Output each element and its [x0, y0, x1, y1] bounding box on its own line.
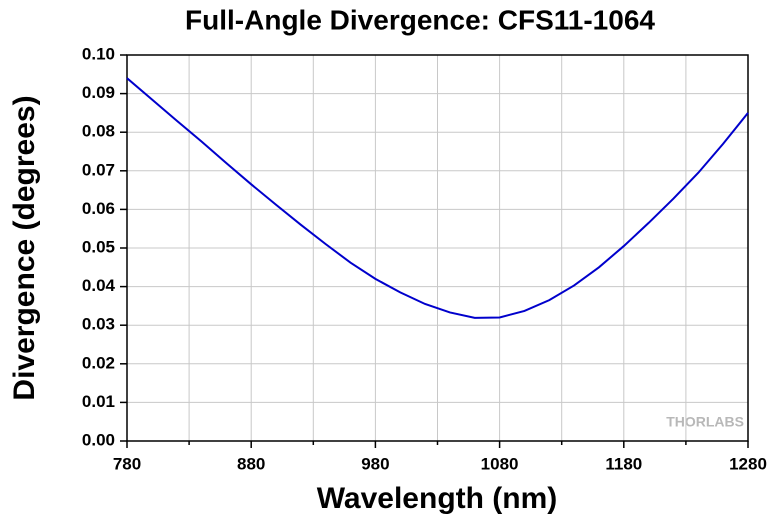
y-tick-label: 0.01 — [82, 392, 115, 411]
y-tick-label: 0.00 — [82, 430, 115, 449]
y-tick-label: 0.05 — [82, 237, 115, 256]
y-tick-label: 0.06 — [82, 199, 115, 218]
x-tick-label: 1080 — [481, 454, 519, 473]
x-tick-label: 980 — [361, 454, 389, 473]
plot-frame — [126, 54, 749, 442]
chart-title: Full-Angle Divergence: CFS11-1064 — [185, 4, 655, 35]
watermark: THORLABS — [666, 414, 744, 430]
y-tick-label: 0.03 — [82, 315, 115, 334]
x-tick-label: 880 — [237, 454, 265, 473]
data-line — [126, 77, 749, 319]
x-tick-label: 1180 — [605, 454, 642, 473]
x-tick-label: 1280 — [729, 454, 767, 473]
y-axis-label: Divergence (degrees) — [8, 95, 41, 400]
y-tick-label: 0.04 — [82, 276, 116, 295]
x-axis-label: Wavelength (nm) — [317, 482, 558, 515]
y-tick-label: 0.10 — [82, 44, 115, 63]
y-tick-label: 0.07 — [82, 160, 115, 179]
y-tick-label: 0.02 — [82, 353, 115, 372]
y-tick-label: 0.08 — [82, 122, 115, 141]
x-tick-label: 780 — [113, 454, 141, 473]
y-tick-label: 0.09 — [82, 83, 115, 102]
